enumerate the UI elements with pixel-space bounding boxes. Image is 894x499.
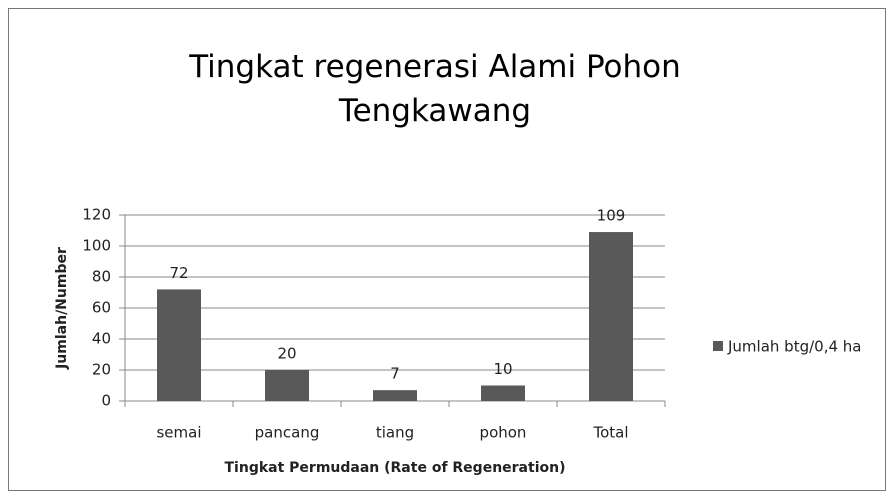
- x-tick-label: tiang: [376, 424, 414, 442]
- chart-title: Tingkat regenerasi Alami Pohon Tengkawan…: [189, 49, 681, 129]
- y-tick-label: 60: [92, 299, 111, 317]
- bar: [481, 385, 525, 401]
- legend-label: Jumlah btg/0,4 ha: [727, 338, 861, 356]
- y-axis-title: Jumlah/Number: [54, 247, 70, 370]
- data-label: 7: [390, 365, 400, 383]
- y-tick-label: 0: [101, 392, 111, 410]
- legend-swatch: [713, 341, 723, 351]
- x-tick-label: pancang: [255, 424, 320, 442]
- chart-border: [8, 8, 886, 491]
- bar: [157, 289, 201, 401]
- data-label: 109: [597, 207, 626, 225]
- x-tick-label: semai: [156, 424, 201, 442]
- bar: [373, 390, 417, 401]
- y-tick-label: 120: [82, 206, 111, 224]
- x-axis-title: Tingkat Permudaan (Rate of Regeneration): [225, 460, 566, 476]
- bar: [589, 232, 633, 401]
- bar: [265, 370, 309, 401]
- x-tick-label: pohon: [480, 424, 527, 442]
- y-tick-label: 80: [92, 268, 111, 286]
- data-label: 10: [493, 360, 512, 378]
- x-tick-label: Total: [592, 424, 628, 442]
- y-tick-label: 100: [82, 237, 111, 255]
- data-label: 20: [277, 345, 296, 363]
- y-tick-label: 20: [92, 361, 111, 379]
- y-tick-label: 40: [92, 330, 111, 348]
- data-label: 72: [169, 264, 188, 282]
